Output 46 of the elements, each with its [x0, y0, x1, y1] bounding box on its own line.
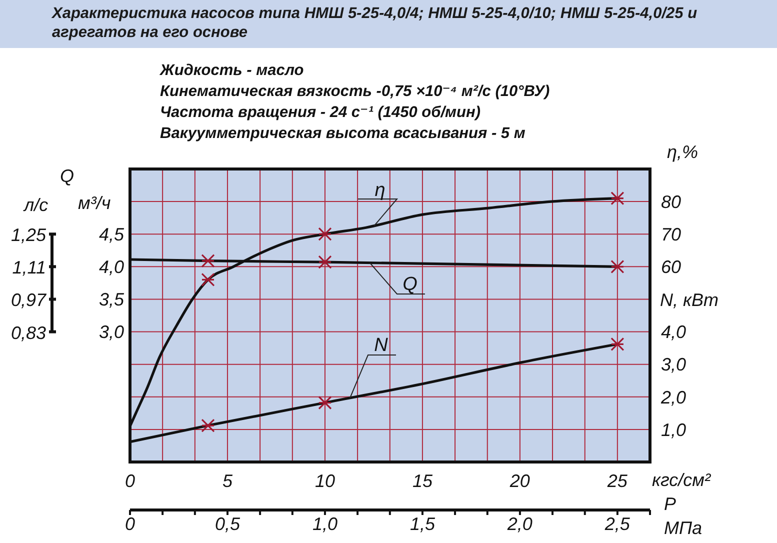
x-tick-label: 20 [508, 470, 530, 491]
y3-axis-title: N, кВт [660, 290, 718, 311]
point [201, 418, 215, 432]
text: л/с [24, 195, 48, 216]
x-axis-title: кгс/см² [652, 470, 711, 491]
text: Кинематическая вязкость -0,75 ×10⁻⁴ м²/с (10°ВУ) [160, 82, 550, 102]
series-label: N [374, 335, 388, 356]
text: Вакуумметрическая высота всасывания - 5 м [160, 124, 526, 144]
x2-tick-label: 0,5 [214, 514, 241, 534]
y-tick-label: 3,5 [98, 290, 125, 310]
x-tick-label: 5 [222, 470, 234, 491]
y3-tick-label: 4,0 [661, 322, 686, 342]
series-label: η [374, 180, 386, 201]
x-tick-label: 15 [412, 470, 434, 491]
x-tick-label: 10 [314, 470, 335, 491]
point [610, 192, 624, 206]
x2-tick-label: 1,0 [312, 514, 338, 534]
x2-axis-title: МПа [664, 518, 702, 539]
text: P [664, 494, 676, 515]
text: Частота вращения - 24 с⁻¹ (1450 об/мин) [160, 103, 482, 123]
x2-tick-label: 1,5 [410, 514, 436, 534]
side-scale: 1,25 1,11 0,97 0,83 [10, 225, 56, 343]
chart-title: Характеристика насосов типа НМШ 5-25-4,0/4; НМШ 5-25-4,0/10; НМШ 5-25-4,0/25 и агрегатов на его основе [52, 4, 698, 42]
x2-tick-label: 2,5 [604, 514, 631, 534]
x-tick-label: 25 [606, 470, 628, 491]
y3-tick-label: 3,0 [661, 354, 686, 375]
y2-axis-title: η,% [667, 142, 698, 163]
y-tick-label: 3,0 [98, 322, 124, 342]
y-tick-label: 4,5 [98, 224, 125, 244]
text: Q [60, 166, 74, 187]
series-label: Q [402, 274, 418, 295]
y-axis-title: м³/ч [78, 193, 111, 214]
y2-tick-label: 80 [661, 192, 682, 212]
point [318, 227, 332, 241]
point [201, 272, 215, 286]
text: Жидкость - масло [160, 61, 305, 81]
y2-tick-label: 60 [661, 257, 682, 278]
x2-tick-label: 0 [124, 514, 136, 534]
y3-tick-label: 2,0 [660, 387, 686, 408]
x-tick-label: 0 [124, 470, 136, 491]
y2-tick-label: 70 [661, 224, 682, 244]
point [610, 337, 624, 351]
y-tick-label: 4,0 [98, 257, 124, 278]
y3-tick-label: 1,0 [661, 420, 686, 440]
x2-tick-label: 2,0 [506, 514, 532, 534]
point [318, 396, 332, 410]
